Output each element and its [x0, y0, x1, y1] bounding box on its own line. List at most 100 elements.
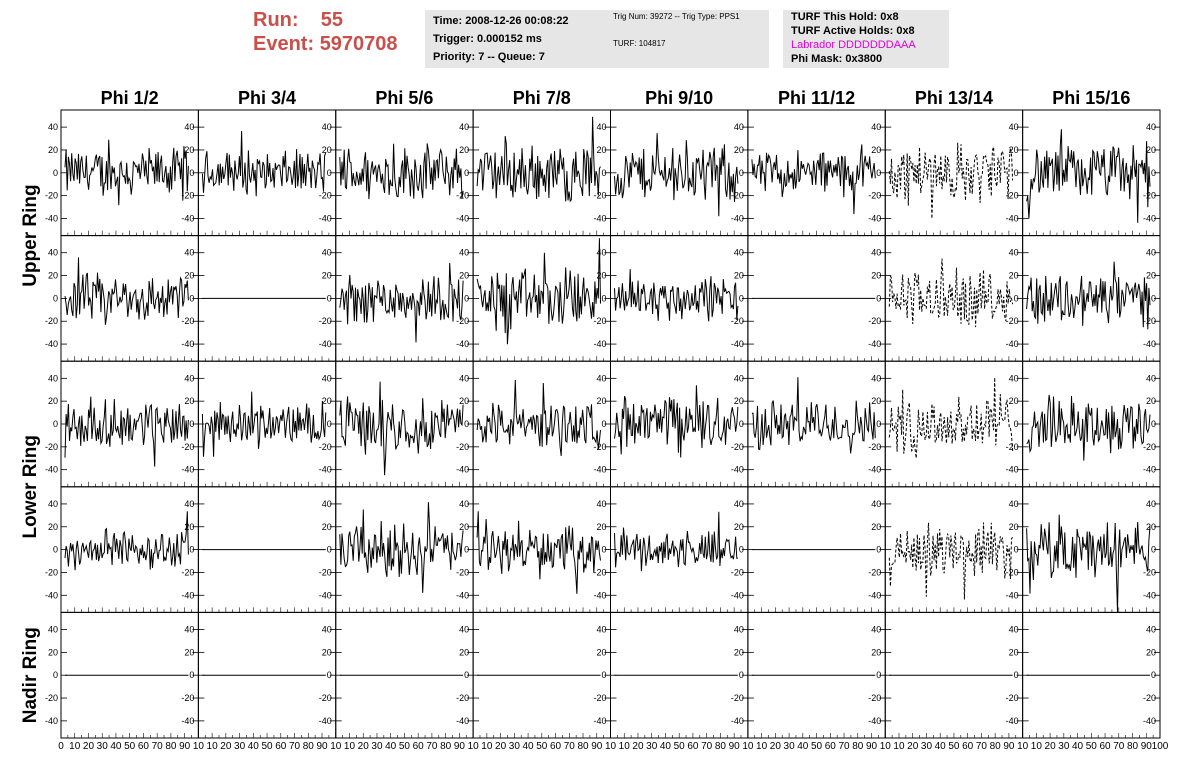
x-tick-label: 100	[1152, 741, 1169, 752]
y-tick-label: 40	[184, 248, 194, 258]
y-tick-label: 20	[1146, 145, 1156, 155]
panel-frame	[884, 109, 1024, 237]
y-tick-label: -40	[1006, 465, 1019, 475]
y-tick-label: -20	[731, 442, 744, 452]
y-tick-label: -40	[868, 339, 881, 349]
y-tick-label: 40	[322, 122, 332, 132]
y-tick-label: 20	[48, 522, 58, 532]
y-tick-label: 40	[322, 499, 332, 509]
turf-active-text: TURF Active Holds: 0x8	[791, 25, 915, 37]
waveform-trace	[1026, 261, 1151, 330]
column-title: Phi 5/6	[375, 88, 433, 108]
y-tick-label: 20	[1009, 145, 1019, 155]
column-title: Phi 1/2	[101, 88, 159, 108]
waveform-trace	[64, 139, 189, 206]
y-tick-label: -20	[593, 693, 606, 703]
x-tick-label: 60	[275, 741, 287, 752]
waveform-trace	[888, 522, 1013, 600]
y-tick-label: -40	[181, 465, 194, 475]
x-tick-label: 90	[729, 741, 741, 752]
y-tick-label: 40	[322, 373, 332, 383]
x-tick-label: 80	[852, 741, 864, 752]
y-tick-label: 20	[1009, 271, 1019, 281]
trig-info-box: Trig Num: 39272 -- Trig Type: PPS1 TURF:…	[605, 10, 769, 68]
y-tick-label: 0	[739, 545, 744, 555]
y-tick-label: -20	[731, 693, 744, 703]
turf-hold-text: TURF This Hold: 0x8	[791, 11, 899, 23]
x-tick-label: 90	[316, 741, 328, 752]
y-tick-label: -40	[181, 339, 194, 349]
waveform-trace	[64, 511, 189, 571]
y-tick-label: -20	[45, 316, 58, 326]
y-tick-label: -40	[319, 716, 332, 726]
y-tick-label: -20	[319, 567, 332, 577]
y-tick-label: -40	[319, 465, 332, 475]
y-tick-label: 20	[322, 271, 332, 281]
waveform-trace	[1026, 394, 1151, 461]
x-tick-label: 80	[1127, 741, 1139, 752]
x-tick-label: 40	[110, 741, 122, 752]
y-tick-label: -40	[319, 213, 332, 223]
y-tick-label: 20	[1146, 271, 1156, 281]
y-tick-label: 40	[1009, 625, 1019, 635]
y-tick-label: 0	[876, 293, 881, 303]
panel-frame	[884, 235, 1024, 362]
y-tick-label: 20	[596, 145, 606, 155]
y-tick-label: 40	[596, 248, 606, 258]
y-tick-label: 0	[739, 293, 744, 303]
y-tick-label: 20	[596, 396, 606, 406]
y-tick-label: -20	[181, 693, 194, 703]
y-tick-label: -20	[181, 442, 194, 452]
y-tick-label: -20	[868, 316, 881, 326]
y-tick-label: 40	[734, 122, 744, 132]
x-tick-label: 20	[495, 741, 507, 752]
waveform-trace	[64, 257, 189, 325]
y-tick-label: -20	[45, 442, 58, 452]
y-tick-label: 0	[876, 670, 881, 680]
waveform-trace	[751, 144, 876, 215]
y-tick-label: 20	[871, 522, 881, 532]
y-tick-label: 20	[734, 647, 744, 657]
turf-text: TURF: 104817	[613, 39, 666, 48]
time-info-box: Time: 2008-12-26 00:08:22 Trigger: 0.000…	[425, 10, 617, 68]
y-tick-label: 20	[184, 396, 194, 406]
waveform-trace	[64, 396, 189, 467]
y-tick-label: 0	[464, 670, 469, 680]
y-tick-label: 20	[459, 522, 469, 532]
y-tick-label: -20	[319, 442, 332, 452]
y-tick-label: 20	[734, 145, 744, 155]
x-tick-label: 50	[811, 741, 823, 752]
y-tick-label: -40	[868, 716, 881, 726]
waveform-trace	[476, 116, 601, 203]
waveform-trace	[1026, 129, 1151, 223]
y-tick-label: 20	[184, 145, 194, 155]
event-value: 5970708	[319, 33, 398, 55]
y-tick-label: -40	[456, 213, 469, 223]
y-tick-label: 40	[596, 373, 606, 383]
y-tick-label: 40	[1146, 373, 1156, 383]
panel-frame	[884, 486, 1024, 613]
y-tick-label: 20	[871, 647, 881, 657]
y-tick-label: 20	[596, 522, 606, 532]
x-tick-label: 10	[207, 741, 219, 752]
y-tick-label: 0	[189, 419, 194, 429]
waveform-trace	[888, 142, 1014, 219]
waveform-trace	[614, 133, 739, 217]
y-tick-label: 0	[739, 419, 744, 429]
x-tick-label: 20	[770, 741, 782, 752]
y-tick-label: -40	[1006, 716, 1019, 726]
x-tick-label: 50	[948, 741, 960, 752]
x-tick-label: 10	[193, 741, 205, 752]
waveform-trace	[339, 143, 464, 200]
y-tick-label: -40	[731, 339, 744, 349]
y-tick-label: 40	[184, 625, 194, 635]
column-title: Phi 3/4	[238, 88, 296, 108]
y-tick-label: 20	[1009, 522, 1019, 532]
waveform-trace	[1026, 514, 1151, 613]
y-tick-label: -20	[45, 191, 58, 201]
y-tick-label: -40	[593, 213, 606, 223]
y-tick-label: -40	[1143, 590, 1156, 600]
y-tick-label: 40	[459, 248, 469, 258]
y-tick-label: 0	[189, 545, 194, 555]
y-tick-label: 40	[1009, 373, 1019, 383]
